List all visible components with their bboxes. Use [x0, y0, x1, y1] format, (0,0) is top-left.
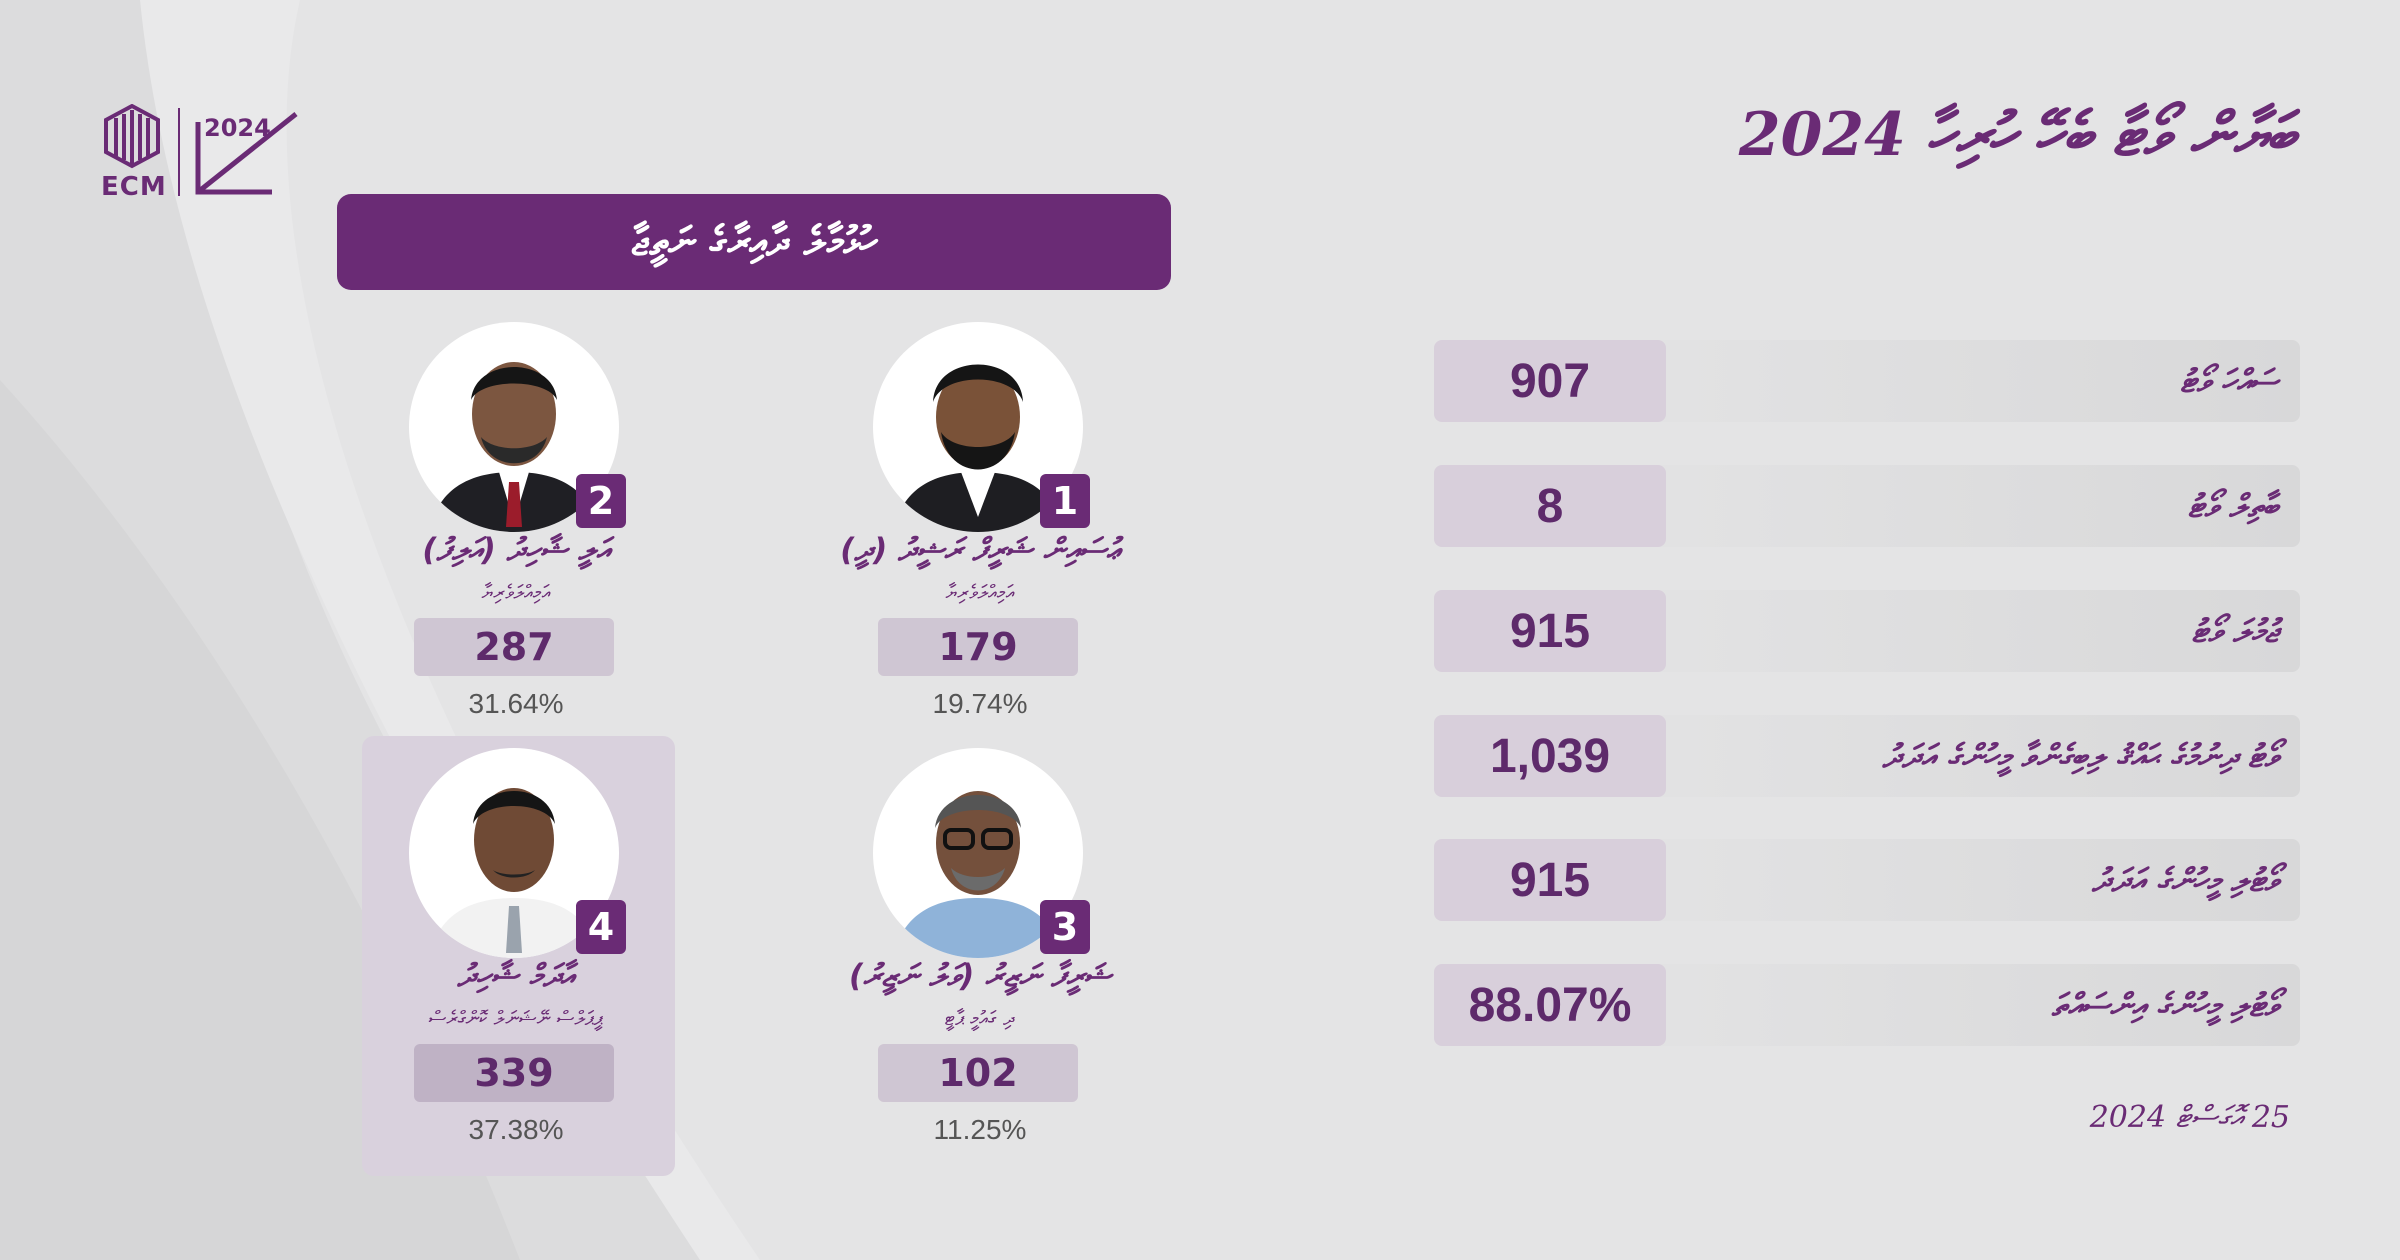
ecm-logo-icon: [104, 104, 160, 169]
person-avatar-icon: [893, 364, 1063, 532]
candidate-photo: [409, 748, 619, 958]
candidate-votes: 287: [414, 618, 614, 676]
person-avatar-icon: [429, 362, 599, 532]
stat-label: ޖުމުލަ ވޯޓު: [2191, 611, 2278, 650]
constituency-banner: ހުޅުމާލެ ދާއިރާގެ ނަތީޖާ: [337, 194, 1171, 290]
candidate-photo: [409, 322, 619, 532]
candidate-party: އަމިއްލަވެރިޔާ: [481, 580, 551, 604]
stat-label: ވޯޓުލި މީހުންގެ އިންސައްތަ: [2051, 985, 2278, 1024]
candidate-party: ޕީޕަލްސް ނޭޝަނަލް ކޮންގްރެސް: [428, 1006, 604, 1030]
stat-label: ސައްހަ ވޯޓު: [2180, 361, 2278, 400]
candidate-percent: 37.38%: [468, 1114, 564, 1145]
candidate-party: ދި ގައުމީ ޕާޓީ: [944, 1006, 1016, 1030]
stat-value: 915: [1434, 839, 1666, 921]
candidate-percent: 31.64%: [468, 688, 564, 719]
stat-value: 907: [1434, 340, 1666, 422]
stat-row-total-votes: 915 ޖުމުލަ ވޯޓު: [1434, 590, 2300, 672]
stat-row-invalid-votes: 8 ބާތިލް ވޯޓު: [1434, 465, 2300, 547]
candidate-photo: [873, 748, 1083, 958]
person-avatar-icon: [429, 788, 599, 958]
candidate-votes: 179: [878, 618, 1078, 676]
stat-row-valid-votes: 907 ސައްހަ ވޯޓު: [1434, 340, 2300, 422]
stat-value: 8: [1434, 465, 1666, 547]
logo-group: ECM 2024: [96, 104, 306, 204]
candidate-name: ޢުސައިން ޝަރީފް ރަޝީދު (ދީ): [840, 532, 1120, 568]
candidate-number-badge: 1: [1040, 474, 1090, 528]
result-date: 25 އޮގަސްޓް 2024: [2089, 1100, 2290, 1135]
stat-value: 915: [1434, 590, 1666, 672]
candidate-name: އަލީ ޝާހިދު (އަލިފު): [422, 532, 610, 568]
candidate-number-badge: 4: [576, 900, 626, 954]
ballot-check-icon: 2024: [195, 112, 298, 195]
stat-label: ބާތިލް ވޯޓު: [2188, 486, 2278, 525]
stat-value: 88.07%: [1434, 964, 1666, 1046]
stat-row-eligible-voters: 1,039 ވޯޓު ދިނުމުގެ ޙައްޤު ލިބިގެންވާ މީ…: [1434, 715, 2300, 797]
candidate-votes: 339: [414, 1044, 614, 1102]
stat-label: ވޯޓު ދިނުމުގެ ޙައްޤު ލިބިގެންވާ މީހުންގެ…: [1882, 736, 2278, 775]
svg-text:2024: 2024: [204, 114, 271, 142]
stat-label: ވޯޓުލި މީހުންގެ އަދަދު: [2092, 860, 2278, 899]
candidate-votes: 102: [878, 1044, 1078, 1102]
stat-row-turnout-percent: 88.07% ވޯޓުލި މީހުންގެ އިންސައްތަ: [1434, 964, 2300, 1046]
stat-value: 1,039: [1434, 715, 1666, 797]
candidate-name: އާދަމް ޝާހިދު: [457, 958, 575, 994]
candidate-number-badge: 2: [576, 474, 626, 528]
stat-row-voters-turnout-count: 915 ވޯޓުލި މީހުންގެ އަދަދު: [1434, 839, 2300, 921]
candidate-percent: 11.25%: [933, 1114, 1027, 1145]
person-avatar-icon: [893, 791, 1063, 958]
ecm-logo-text: ECM: [101, 172, 167, 202]
candidate-name: ޝަރީފާ ނަޒީރު (ވަލު ނަޒީރު): [848, 958, 1112, 994]
candidate-percent: 19.74%: [932, 688, 1028, 719]
candidate-photo: [873, 322, 1083, 532]
page-title: ބަޔާން ވޯޓާ ބެހޭ ހުރިހާ 2024: [1738, 100, 2295, 170]
candidate-number-badge: 3: [1040, 900, 1090, 954]
candidate-party: އަމިއްލަވެރިޔާ: [945, 580, 1015, 604]
logo-divider: [178, 108, 180, 196]
